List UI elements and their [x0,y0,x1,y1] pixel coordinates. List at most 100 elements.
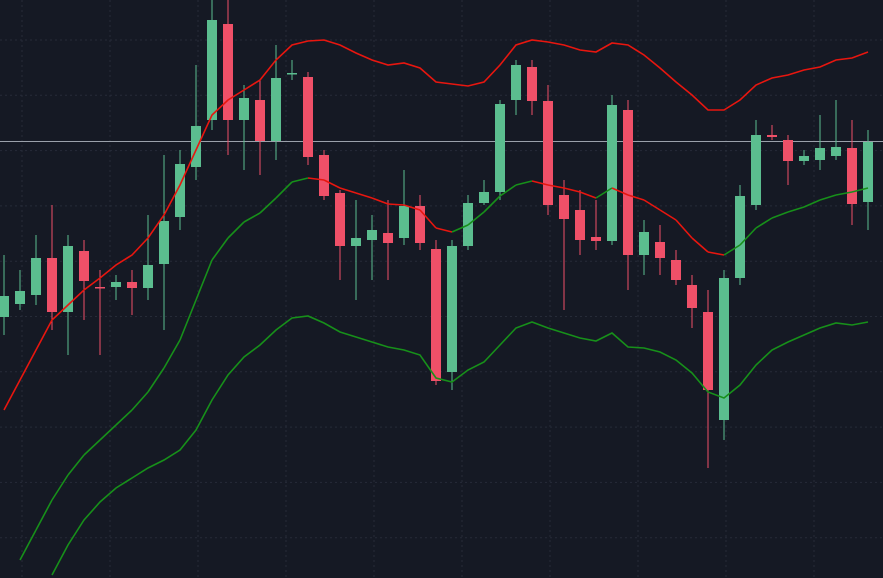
band-line-segment [755,217,773,229]
candle-body [783,140,793,161]
candle-body [175,164,185,217]
candle-body [47,258,57,312]
band-line-segment [147,367,165,393]
candle-body [831,147,841,156]
band-line [3,39,869,411]
candle-body [15,291,25,304]
band-line-segment [83,439,101,456]
candle-body [815,148,825,160]
candle-body [191,126,201,167]
candle-body [687,285,697,308]
candle-body [95,287,105,289]
band-line-segment [291,177,309,183]
candle-body [367,230,377,240]
candle-body [735,196,745,278]
band-line-segment [307,177,325,181]
band-line-segment [675,219,693,239]
candle-body [847,148,857,204]
band-line-segment [819,194,837,201]
band-line-segment [691,237,709,253]
band-line-segment [67,454,85,476]
band-line-segment [563,187,581,193]
candle-body [511,65,521,100]
candle-body [751,135,761,205]
candle-body [623,110,633,255]
candle-body [319,155,329,196]
band-line-segment [387,203,405,206]
band-line-segment [835,191,853,196]
candle-body [447,246,457,372]
band-line-segment [339,187,357,194]
band-line [51,315,869,576]
candle-body [383,233,393,243]
candle-body [239,98,249,120]
band-line-segment [115,409,133,426]
band-line-segment [227,221,245,239]
band-line-segment [51,474,69,501]
band-line-segment [515,180,533,186]
band-line-segment [355,192,373,199]
candle-body [607,105,617,241]
candle-body [351,238,361,246]
candle-body [671,260,681,280]
candle-body [559,195,569,219]
candle-body [799,156,809,161]
candle-body [303,77,313,157]
candle-body [415,206,425,243]
band-line-segment [467,211,485,226]
band-line-segment [643,199,661,211]
band-line-segment [659,209,677,221]
candle-body [719,278,729,420]
candle-body [591,237,601,241]
band-line-segment [483,195,501,213]
candle-body [111,282,121,287]
candle-body [79,251,89,281]
band-line-segment [739,227,757,246]
candle-body [207,20,217,120]
band-line-segment [435,227,453,233]
candle-body [479,192,489,203]
band-line-segment [627,194,645,201]
band-line-segment [707,251,725,256]
band-line-segment [499,184,517,197]
candle-body [63,246,73,312]
band-line-segment [851,187,869,193]
band-line-segment [803,199,821,208]
candle-body [255,100,265,141]
band-line-segment [259,197,277,214]
candle-body [495,104,505,192]
band-line-segment [179,299,197,341]
candle-body [335,193,345,246]
band-line-segment [211,237,229,261]
band-line-segment [131,391,149,411]
candle-body [431,249,441,381]
candle-body [287,73,297,75]
candle-body [863,142,873,202]
band-line-segment [403,204,421,211]
candle-body [223,24,233,120]
candle-body [127,282,137,288]
band-line-segment [595,187,613,199]
candle-body [543,101,553,205]
candle-body [527,67,537,101]
band-line-segment [611,187,629,196]
band-line-segment [99,424,117,441]
band-line-segment [35,499,53,531]
band-line-segment [243,212,261,223]
candle-body [639,232,649,255]
candle-body [0,296,9,317]
candle-body [271,78,281,141]
band-line-segment [787,206,805,213]
band-line-segment [547,184,565,189]
band-line-segment [275,181,293,199]
band-line-segment [163,339,181,369]
band-line-segment [371,197,389,205]
band-line-segment [19,529,37,561]
band-line-segment [531,180,549,186]
candle-body [159,221,169,264]
candle-body [767,135,777,137]
candle-body [31,258,41,295]
band-line-segment [579,191,597,199]
